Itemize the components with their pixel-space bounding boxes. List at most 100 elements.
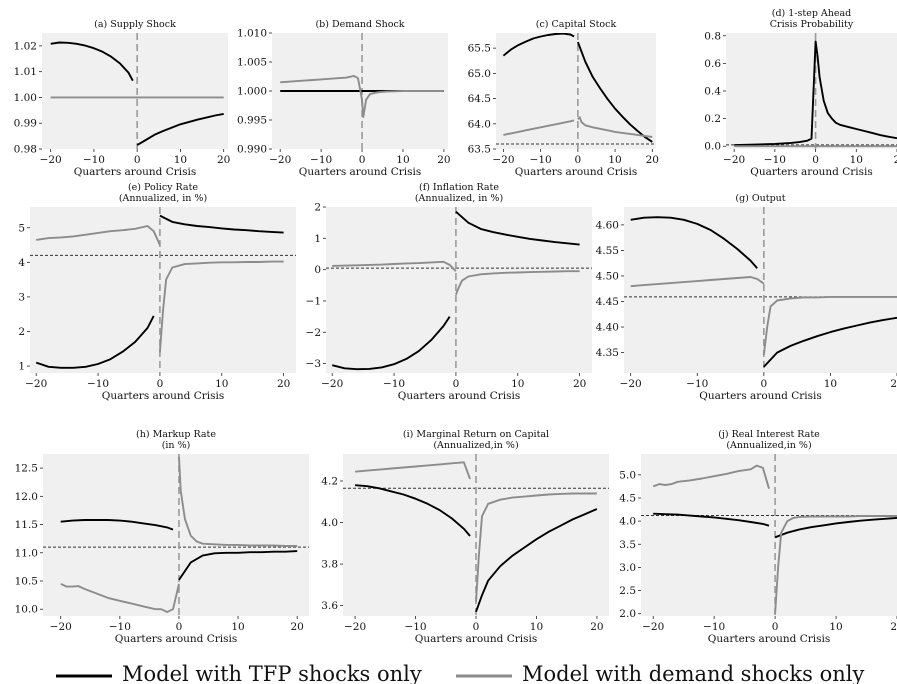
plot-background	[496, 33, 656, 149]
y-tick-label: 1.01	[14, 66, 37, 78]
panel-title: (d) 1-step Ahead	[772, 8, 852, 19]
y-tick-label: 0.2	[704, 113, 721, 125]
x-tick-label: 10	[396, 154, 409, 166]
x-tick-label: −10	[703, 621, 725, 633]
x-tick-label: −20	[492, 154, 514, 166]
y-tick-label: 0.98	[14, 144, 37, 156]
x-tick-label: 10	[824, 378, 837, 390]
panel-i: (i) Marginal Return on Capital(Annualize…	[321, 429, 609, 645]
demand-series-line	[280, 74, 444, 119]
x-tick-label: 0	[473, 621, 480, 633]
y-tick-label: 4.0	[321, 517, 338, 529]
panel-title: (h) Markup Rate	[136, 429, 216, 440]
x-tick-label: −20	[642, 621, 664, 633]
y-tick-label: 3.8	[321, 559, 338, 571]
x-tick-label: 0	[772, 621, 779, 633]
tfp-series-line	[630, 216, 758, 269]
panel-title: (f) Inflation Rate	[419, 182, 499, 193]
x-tick-label: −20	[25, 378, 47, 390]
panel-h: (h) Markup Rate(in %) 10.0 10.5 11.0 11.5 12.…	[15, 429, 309, 645]
y-tick-label: 0.990	[237, 144, 267, 156]
tfp-series-line	[455, 210, 580, 246]
panel-title: Crisis Probability	[770, 19, 854, 30]
legend-label-tfp: Model with TFP shocks only	[122, 662, 422, 684]
x-tick-label: 20	[890, 378, 897, 390]
y-tick-label: 4.55	[596, 245, 619, 257]
plot-background	[30, 207, 296, 373]
y-tick-label: 10.0	[15, 604, 38, 616]
x-tick-label: 20	[890, 621, 897, 633]
y-tick-label: 1	[314, 233, 321, 245]
demand-series-line	[652, 464, 770, 489]
plot-background	[42, 33, 228, 149]
tfp-series-line	[331, 316, 451, 371]
x-tick-label: 20	[217, 154, 230, 166]
y-tick-label: 2.0	[619, 608, 636, 620]
x-axis-label: Quarters around Crisis	[699, 390, 822, 402]
y-tick-label: 0.4	[704, 86, 721, 98]
plot-background	[641, 454, 897, 616]
tfp-series-line	[355, 484, 471, 537]
y-tick-label: 4.60	[596, 219, 619, 231]
y-tick-label: 65.0	[468, 68, 491, 80]
panel-title: (in %)	[162, 440, 191, 451]
y-tick-label: 2	[18, 326, 25, 338]
x-tick-label: 10	[608, 154, 621, 166]
x-tick-label: 20	[437, 154, 450, 166]
demand-series-line	[762, 295, 897, 356]
plot-background	[43, 454, 309, 616]
tfp-series-line	[475, 508, 598, 613]
x-axis-label: Quarters around Crisis	[74, 166, 197, 178]
y-tick-label: 3	[18, 291, 25, 303]
demand-series-line	[60, 582, 180, 613]
x-tick-label: −20	[40, 154, 62, 166]
x-tick-label: 0	[134, 154, 141, 166]
y-tick-label: 64.0	[468, 118, 491, 130]
x-tick-label: 0	[359, 154, 366, 166]
y-tick-label: 3.5	[619, 539, 636, 551]
tfp-series-line	[577, 41, 653, 143]
panel-title: (Annualized, in %)	[415, 193, 503, 204]
x-tick-label: 10	[511, 378, 524, 390]
demand-series-line	[355, 461, 471, 480]
demand-series-line	[475, 492, 597, 602]
y-tick-label: 0	[314, 264, 321, 276]
y-tick-label: 1	[18, 361, 25, 373]
x-tick-label: −10	[530, 154, 552, 166]
demand-series-line	[630, 276, 765, 288]
x-tick-label: 10	[829, 621, 842, 633]
y-tick-label: 1.00	[14, 92, 37, 104]
y-tick-label: 0.0	[704, 141, 721, 153]
demand-series-line	[178, 456, 298, 547]
y-tick-label: 12.0	[15, 491, 38, 503]
demand-series-line	[332, 260, 457, 272]
x-tick-label: −10	[404, 621, 426, 633]
demand-series-line	[455, 270, 580, 296]
tfp-series-line	[35, 315, 155, 369]
x-tick-label: 20	[646, 154, 659, 166]
x-tick-label: 0	[812, 154, 819, 166]
x-tick-label: −20	[50, 621, 72, 633]
x-tick-label: −20	[269, 154, 291, 166]
tfp-series-line	[50, 41, 134, 82]
tfp-series-line	[136, 112, 224, 146]
y-tick-label: 1.010	[237, 28, 267, 40]
tfp-series-line	[178, 550, 298, 581]
x-tick-label: 2	[894, 154, 897, 166]
demand-series-line	[158, 260, 284, 353]
x-tick-label: −10	[87, 378, 109, 390]
x-axis-label: Quarters around Crisis	[115, 633, 238, 645]
y-tick-label: 3.6	[321, 600, 338, 612]
y-tick-label: 1.02	[14, 40, 37, 52]
y-tick-label: 12.5	[15, 463, 38, 475]
panel-c: (c) Capital Stock 63.5 64.0 64.5 65.0 65.5 −20…	[468, 19, 659, 178]
x-tick-label: 0	[760, 378, 767, 390]
x-tick-label: −20	[344, 621, 366, 633]
panel-e: (e) Policy Rate(Annualized, in %) 1 2 3 4 5 −2…	[18, 182, 296, 402]
y-tick-label: 4.2	[321, 476, 338, 488]
x-tick-label: −10	[764, 154, 786, 166]
y-tick-label: 4	[18, 257, 25, 269]
tfp-series-line	[159, 214, 284, 234]
y-tick-label: 0.8	[704, 30, 721, 42]
